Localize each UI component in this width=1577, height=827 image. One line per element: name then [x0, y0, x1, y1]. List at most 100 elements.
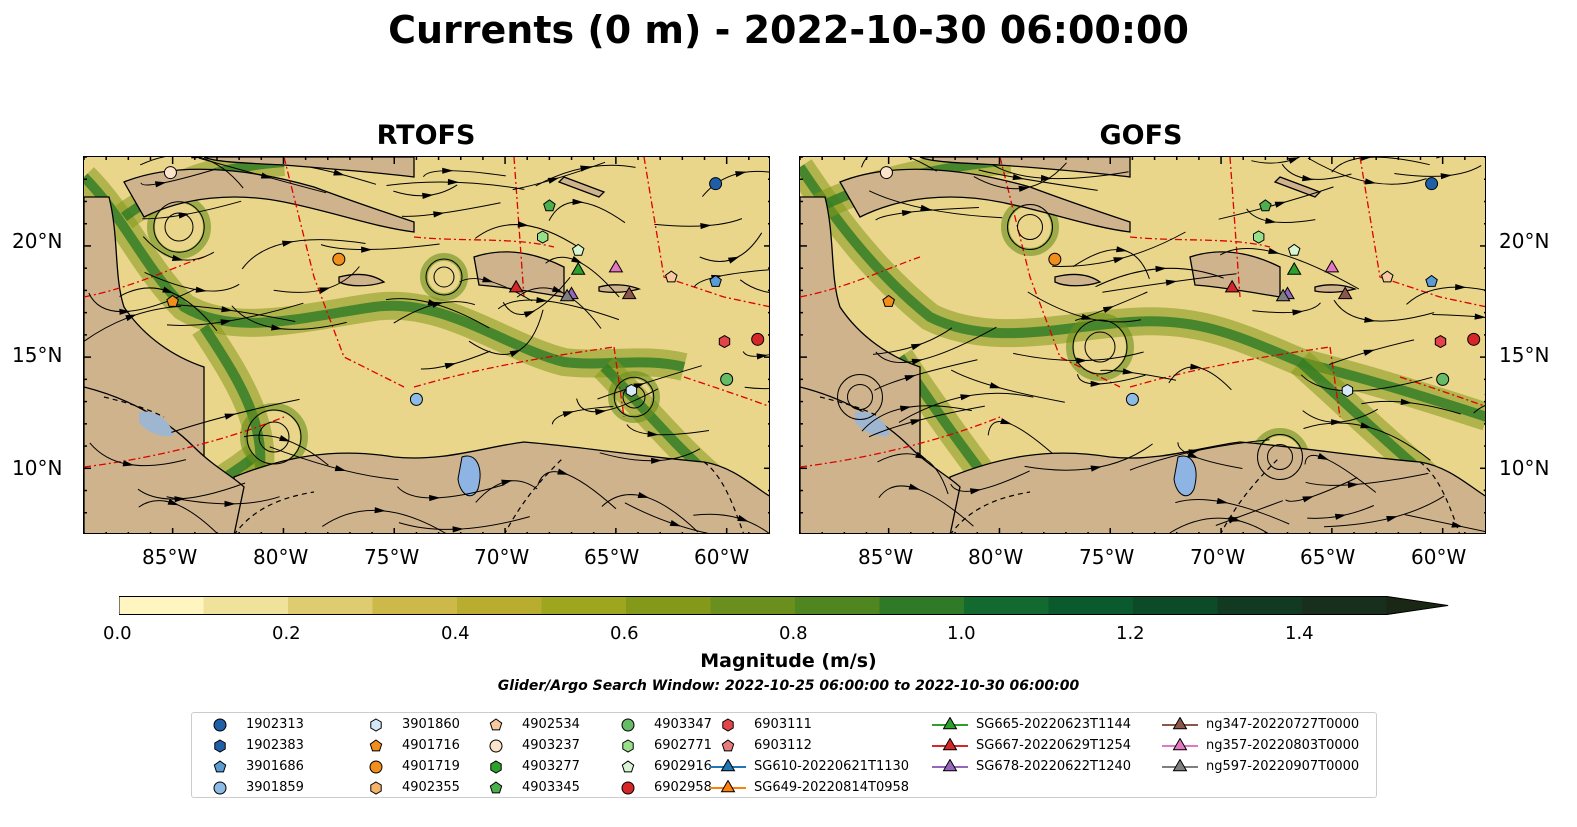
platform-marker-3901686 — [709, 274, 722, 287]
streamline-arrow — [501, 479, 513, 486]
streamline-eddy — [1017, 214, 1043, 240]
streamline-arrow — [361, 246, 373, 253]
streamline-arrow — [1451, 521, 1463, 528]
streamline-arrow — [517, 221, 529, 228]
legend-marker — [490, 760, 502, 774]
legend-marker — [932, 717, 968, 730]
platform-marker-4902534 — [1381, 270, 1394, 283]
streamline-arrow — [1347, 481, 1360, 489]
streamline-arrow — [221, 306, 233, 313]
streamline-arrow — [1364, 316, 1376, 323]
x-tick-label: 60°W — [1411, 545, 1467, 569]
country-border — [703, 461, 744, 533]
colorbar-segment — [879, 596, 965, 615]
streamline-arrow — [178, 212, 190, 219]
streamline-eddy — [1072, 319, 1128, 375]
streamline-arrow — [1400, 398, 1412, 405]
legend-label: SG667-20220629T1254 — [976, 738, 1132, 753]
legend-marker-1902383 — [214, 739, 226, 753]
colorbar-segment — [372, 596, 458, 615]
legend-marker — [721, 739, 735, 752]
legend-marker-4901716 — [369, 739, 383, 752]
streamline-arrow — [447, 178, 459, 186]
streamline-arrow — [911, 358, 924, 365]
streamline-arrow — [756, 353, 768, 360]
streamline-arrow — [904, 375, 916, 382]
streamline-arrow — [1190, 363, 1202, 370]
streamline-arrow — [154, 181, 167, 188]
eez-boundary — [1129, 346, 1331, 388]
platform-marker-4901719 — [332, 252, 346, 266]
streamline-arrow — [727, 256, 740, 264]
streamline-arrow — [1090, 465, 1102, 472]
streamline-arrow — [1265, 217, 1277, 224]
platform-marker-6903111 — [1434, 335, 1447, 349]
legend-label: SG665-20220623T1144 — [976, 717, 1132, 732]
legend-marker-4903345 — [489, 781, 503, 794]
legend-marker-4903277 — [490, 760, 502, 774]
legend-label: 4903277 — [522, 759, 580, 774]
legend-marker-SG678-20220622T1240 — [942, 759, 958, 772]
y-tick-label-right: 10°N — [1499, 456, 1550, 480]
country-border — [504, 456, 565, 533]
streamline-arrow — [1474, 313, 1485, 320]
streamline-eddy — [847, 384, 873, 410]
gofs-map — [799, 156, 1486, 534]
legend-marker-3901859 — [213, 781, 227, 795]
y-tick-label-right: 15°N — [1499, 343, 1550, 367]
streamline-arrow — [1216, 497, 1229, 504]
platform-marker-6902916 — [1287, 243, 1301, 256]
panel-title-rtofs: RTOFS — [376, 120, 476, 151]
streamline-eddy — [258, 421, 290, 453]
legend-marker-4902534 — [489, 718, 503, 731]
legend-marker — [369, 739, 383, 752]
legend-marker — [622, 739, 634, 753]
platform-marker-SG667-20220629T1254 — [508, 279, 524, 293]
platform-marker-3901859 — [409, 392, 423, 406]
land-mass — [949, 441, 1485, 533]
streamline-arrow — [374, 507, 386, 514]
streamline-arrow — [171, 254, 184, 261]
streamline-arrow — [637, 492, 650, 498]
land-mass — [338, 273, 386, 287]
x-tick-label: 85°W — [858, 545, 914, 569]
eez-boundary — [1359, 157, 1485, 308]
streamline-eddy — [1267, 444, 1293, 470]
platform-marker-4903347 — [720, 372, 734, 386]
streamline-arrow — [647, 430, 659, 438]
x-tick-label: 75°W — [1079, 545, 1135, 569]
streamline-arrow — [1360, 157, 1373, 161]
legend-marker-4902355 — [370, 781, 382, 795]
colorbar-segment — [457, 596, 542, 615]
platform-marker-6902958 — [751, 332, 765, 346]
legend-label: 4903237 — [522, 738, 580, 753]
colorbar-tick-label: 0.2 — [272, 623, 301, 644]
streamline-arrow — [282, 240, 294, 247]
streamline-arrow — [220, 319, 232, 326]
legend-marker-ng347-20220727T0000 — [1172, 717, 1188, 730]
streamline-arrow — [442, 167, 454, 174]
streamline-arrow — [651, 457, 663, 464]
platform-marker-6903111 — [718, 335, 731, 349]
streamline-arrow — [1102, 306, 1115, 313]
streamline-arrow — [271, 324, 283, 331]
streamline-eddy — [1257, 434, 1303, 480]
legend-marker — [932, 738, 968, 751]
country-border — [1220, 456, 1281, 533]
streamline — [861, 157, 937, 172]
streamline-arrow — [547, 177, 560, 184]
streamline-arrow — [333, 169, 345, 176]
streamline-arrow — [1076, 357, 1088, 364]
colorbar-segment — [1302, 596, 1387, 615]
legend-marker — [710, 759, 746, 772]
legend-label: SG678-20220622T1240 — [976, 759, 1132, 774]
platform-marker-4901719 — [1048, 252, 1062, 266]
streamline-arrow — [1292, 309, 1304, 316]
streamline-arrow — [562, 411, 575, 418]
streamline-arrow — [444, 363, 457, 369]
streamline-arrow — [1302, 496, 1314, 503]
streamline-arrow — [224, 413, 236, 420]
x-tick-label: 65°W — [1300, 545, 1356, 569]
colorbar-segment — [710, 596, 796, 615]
streamline-arrow — [1334, 513, 1347, 520]
